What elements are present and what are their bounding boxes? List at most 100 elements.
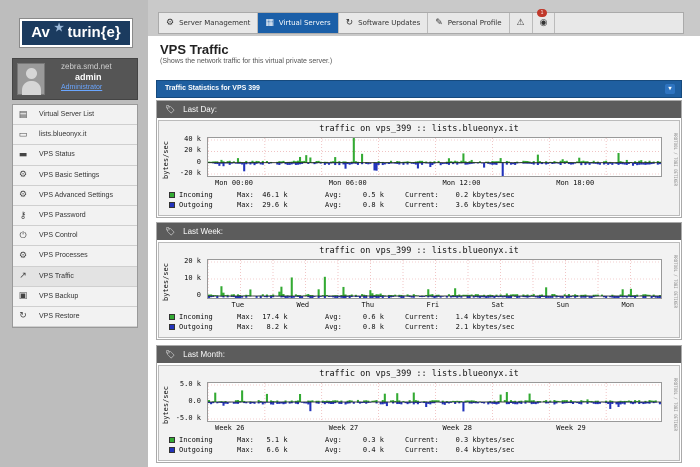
outgoing-bar [363, 296, 366, 298]
incoming-bar [466, 294, 469, 296]
sidebar-item[interactable]: ▬ VPS Status [13, 145, 137, 166]
outgoing-bar [381, 402, 384, 405]
outgoing-bar [574, 296, 577, 298]
x-tick-label: Wed [296, 301, 310, 309]
incoming-bar [394, 400, 397, 402]
outgoing-bar [532, 162, 535, 165]
incoming-bar [350, 400, 353, 402]
outgoing-bar [576, 402, 579, 404]
outgoing-bar [468, 162, 471, 165]
outgoing-bar [458, 296, 461, 298]
incoming-bar [383, 393, 386, 402]
laptop-icon: ▭ [18, 129, 28, 140]
outgoing-bar [522, 296, 525, 298]
sidebar-item[interactable]: ↗ VPS Traffic [13, 266, 137, 287]
outgoing-bar [373, 296, 376, 298]
incoming-legend-row: Incoming Max: 5.1 k Avg: 0.3 k Current: 0.3… [169, 436, 595, 444]
outgoing-bar [646, 402, 649, 404]
outgoing-bar [239, 296, 242, 298]
y-tick-label: 5.0 k [179, 380, 201, 388]
outgoing-bar [592, 296, 595, 298]
x-tick-label: Mon 06:00 [328, 179, 367, 187]
incoming-bar [330, 161, 333, 163]
incoming-bar [284, 400, 287, 402]
outgoing-bar [418, 296, 422, 298]
outgoing-bar [547, 296, 550, 298]
user-role-link[interactable]: Administrator [61, 84, 103, 91]
incoming-bar [340, 295, 343, 296]
sidebar-item[interactable]: ▤ Virtual Server List [13, 105, 137, 126]
incoming-bar [299, 156, 302, 163]
incoming-bar [605, 160, 608, 163]
outgoing-bar [348, 162, 351, 165]
outgoing-bar [330, 162, 333, 164]
outgoing-bar [495, 402, 498, 405]
outgoing-bar [497, 296, 500, 298]
incoming-bar [474, 401, 477, 402]
info-icon[interactable]: ◉ [533, 13, 556, 33]
rrd-graph: traffic on vps_399 :: lists.blueonyx.it b… [158, 242, 680, 338]
outgoing-bar [495, 162, 498, 165]
tab[interactable]: ↻ Software Updates [339, 13, 429, 33]
outgoing-bar [210, 402, 213, 405]
tab[interactable]: ⚙ Server Management [159, 13, 259, 33]
incoming-bar [600, 294, 604, 296]
outgoing-bar [402, 296, 405, 298]
tab[interactable]: ✎ Personal Profile [428, 13, 510, 33]
outgoing-bar [660, 162, 661, 164]
sidebar-item[interactable]: ↻ VPS Restore [13, 306, 137, 328]
sidebar-item[interactable]: ⏻ VPS Control [13, 226, 137, 247]
outgoing-bar [565, 402, 568, 404]
incoming-bar [625, 400, 628, 402]
incoming-bar [296, 400, 299, 402]
incoming-bar [236, 400, 240, 402]
sidebar-item[interactable]: ▣ VPS Backup [13, 286, 137, 307]
incoming-bar [414, 161, 417, 163]
incoming-bar [392, 295, 395, 296]
incoming-bar [412, 294, 415, 296]
incoming-bar [623, 400, 626, 402]
incoming-bar [648, 160, 651, 163]
incoming-bar [305, 155, 308, 163]
sidebar-item[interactable]: ⚙ VPS Processes [13, 246, 137, 267]
brand-logo[interactable]: ★ Aventurin{e} [20, 19, 132, 47]
tab[interactable]: ▦ Virtual Servers [258, 13, 339, 33]
sidebar-item[interactable]: ⚷ VPS Password [13, 205, 137, 227]
chevron-down-icon[interactable]: ▾ [665, 84, 675, 94]
outgoing-bar [640, 162, 643, 165]
sidebar-item[interactable]: ⚙ VPS Basic Settings [13, 165, 137, 186]
outgoing-bar [607, 162, 610, 165]
sidebar-item[interactable]: ▭ lists.blueonyx.it [13, 125, 137, 146]
outgoing-bar [299, 296, 302, 298]
legend-current: Current: 1.4 kbytes/sec [405, 313, 515, 321]
rrdtool-credit: RRDTOOL / TOBI OETIKER [673, 133, 678, 186]
incoming-bar [582, 400, 585, 402]
outgoing-bar [296, 402, 299, 405]
outgoing-bar [660, 296, 661, 297]
outgoing-bar [234, 162, 237, 164]
outgoing-bar [590, 296, 593, 298]
outgoing-bar [280, 296, 283, 298]
incoming-bar [445, 161, 448, 163]
pencil-icon: ✎ [435, 18, 443, 28]
incoming-bar [530, 294, 533, 296]
warning-icon[interactable]: ⚠ [510, 13, 533, 33]
sidebar-item[interactable]: ⚙ VPS Advanced Settings [13, 185, 137, 206]
outgoing-bar [371, 296, 374, 298]
outgoing-bar [330, 296, 333, 297]
outgoing-bar [303, 402, 306, 404]
incoming-bar [634, 161, 637, 163]
y-tick-label: 0 [196, 291, 201, 299]
outgoing-bar [226, 162, 229, 164]
outgoing-bar [609, 402, 612, 409]
outgoing-bar [226, 402, 229, 404]
outgoing-bar [642, 296, 645, 298]
outgoing-bar [288, 296, 291, 298]
outgoing-bar [491, 162, 494, 165]
outgoing-bar [327, 296, 331, 297]
traffic-panel-header[interactable]: Traffic Statistics for VPS 399 ▾ [156, 80, 682, 98]
incoming-bar [454, 288, 457, 296]
outgoing-bar [336, 296, 339, 298]
incoming-bar [400, 294, 403, 296]
incoming-bar [208, 400, 211, 402]
